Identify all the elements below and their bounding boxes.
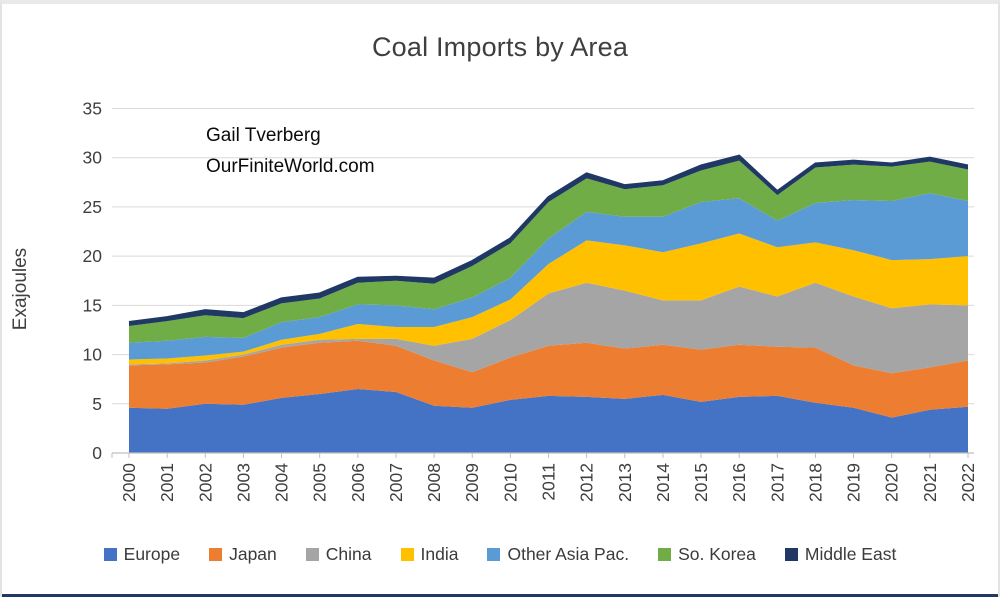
legend-swatch-japan [209, 548, 223, 561]
y-tick-label: 35 [83, 99, 102, 119]
legend-item-china: China [305, 544, 372, 565]
x-tick-label: 2013 [615, 463, 635, 502]
x-tick-label: 2001 [157, 463, 177, 502]
x-tick-label: 2014 [653, 463, 673, 502]
area-other-asia-pac [129, 193, 968, 360]
area-europe [129, 389, 968, 453]
legend-label-china: China [325, 544, 372, 564]
legend-item-europe: Europe [103, 544, 181, 565]
x-tick-label: 2016 [729, 463, 749, 502]
legend-swatch-middle-east [784, 548, 798, 561]
x-tick-label: 2004 [272, 463, 292, 502]
legend-item-other-asia-pac: Other Asia Pac. [487, 544, 629, 565]
area-so-korea [129, 160, 968, 343]
legend-label-so-korea: So. Korea [678, 544, 756, 564]
x-tick-label: 2009 [462, 463, 482, 502]
legend-swatch-so-korea [658, 548, 672, 561]
area-india [129, 233, 968, 365]
x-tick-label: 2007 [386, 463, 406, 502]
legend-label-europe: Europe [123, 544, 181, 564]
annotation-author: Gail Tverberg [206, 125, 321, 146]
bottom-border-line [2, 594, 998, 597]
total-top-line [128, 154, 969, 324]
legend-item-so-korea: So. Korea [658, 544, 756, 565]
legend-item-japan: Japan [209, 544, 277, 565]
legend-swatch-china [305, 548, 319, 561]
legend-label-india: India [420, 544, 459, 564]
x-tick-label: 2011 [539, 463, 559, 501]
x-tick-label: 2003 [233, 463, 253, 502]
x-tick-label: 2022 [958, 463, 978, 502]
y-tick-label: 0 [92, 443, 102, 463]
y-tick-label: 25 [83, 197, 102, 217]
x-tick-label: 2021 [920, 463, 940, 502]
legend-item-middle-east: Middle East [784, 544, 897, 565]
x-tick-label: 2005 [310, 463, 330, 502]
legend-label-other-asia-pac: Other Asia Pac. [507, 544, 630, 564]
x-tick-label: 2010 [500, 463, 520, 502]
y-tick-label: 30 [83, 148, 103, 168]
x-tick-label: 2020 [882, 463, 902, 502]
chart-title: Coal Imports by Area [371, 32, 629, 62]
x-tick-label: 2012 [577, 463, 597, 502]
area-japan [129, 340, 968, 418]
x-tick-label: 2008 [424, 463, 444, 502]
area-china [129, 282, 968, 374]
x-tick-label: 2015 [691, 463, 711, 502]
legend-item-india: India [400, 544, 459, 565]
legend-swatch-india [400, 548, 414, 561]
annotation-site: OurFiniteWorld.com [206, 156, 375, 177]
chart-legend: Europe Japan China India Other Asia Pac. So. … [2, 544, 998, 565]
y-tick-label: 10 [83, 345, 103, 365]
stacked-area-plot: 0 5 10 15 20 25 30 35 2000 2001 2002 2003 2004 2005 20… [83, 99, 978, 502]
chart-annotation: Gail Tverberg OurFiniteWorld.com [206, 120, 375, 182]
x-tick-label: 2017 [767, 463, 787, 502]
x-tick-label: 2000 [119, 463, 139, 502]
x-tick-label: 2018 [805, 463, 825, 502]
y-tick-label: 5 [92, 394, 102, 414]
y-tick-label: 20 [83, 246, 103, 266]
x-tick-label: 2002 [195, 463, 215, 502]
legend-label-middle-east: Middle East [804, 544, 897, 564]
legend-label-japan: Japan [229, 544, 277, 564]
x-tick-label: 2019 [844, 463, 864, 502]
legend-swatch-other-asia-pac [487, 548, 501, 561]
y-tick-label: 15 [83, 295, 102, 315]
legend-swatch-europe [103, 548, 117, 561]
x-tick-label: 2006 [348, 463, 368, 502]
